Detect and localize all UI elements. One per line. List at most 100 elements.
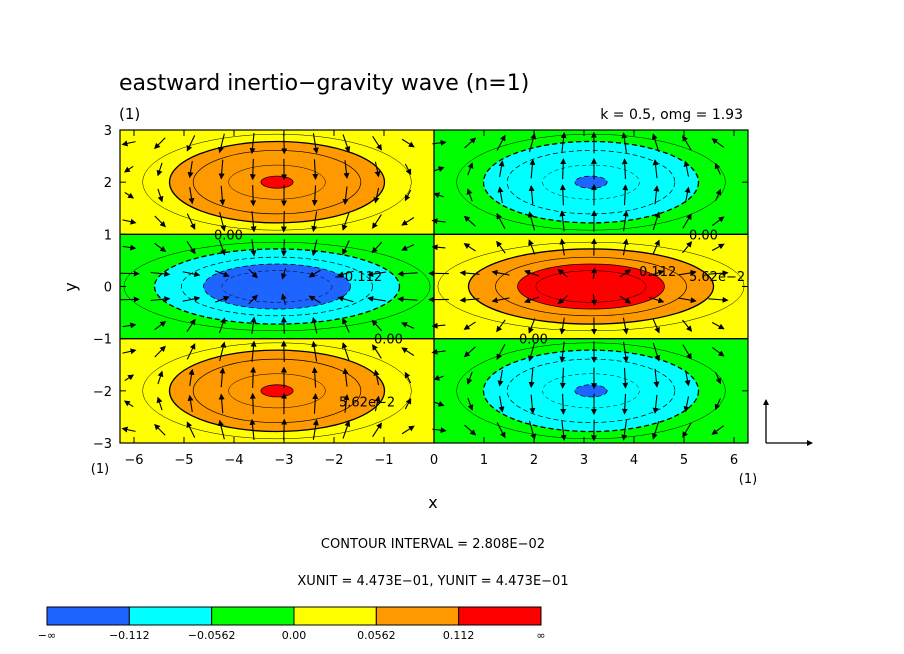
legend-swatch — [46, 606, 130, 626]
x-tick-label: −4 — [224, 453, 243, 468]
vector-arrow — [711, 243, 725, 252]
vector-arrow — [524, 269, 540, 277]
vector-arrow — [311, 366, 318, 388]
vector-arrow — [401, 347, 415, 356]
vector-arrow — [218, 159, 225, 180]
x-tick-label: 4 — [630, 453, 638, 468]
vector-arrow — [683, 160, 690, 177]
y-tick-label: 3 — [104, 124, 112, 139]
vector-arrow — [217, 133, 225, 154]
vector-arrow — [182, 271, 201, 278]
contour-label: 5.62e−2 — [339, 395, 395, 410]
vector-arrow — [154, 242, 167, 252]
vector-arrow — [154, 345, 166, 358]
vector-arrow — [341, 342, 350, 361]
vector-arrow — [124, 191, 135, 199]
vector-arrow — [367, 295, 386, 302]
vector-arrow — [467, 162, 474, 176]
vector-arrow — [280, 268, 287, 280]
vector-arrow — [433, 192, 444, 199]
vector-field — [120, 131, 729, 442]
x-tick-label: −5 — [174, 453, 193, 468]
vector-arrow — [591, 294, 598, 306]
vector-arrow — [651, 133, 660, 153]
vector-arrow — [343, 160, 350, 179]
vector-arrow — [373, 187, 380, 204]
vector-arrow — [342, 134, 351, 153]
vector-arrow — [682, 319, 693, 332]
vector-arrow — [559, 341, 566, 363]
legend-label: ∞ — [536, 629, 545, 642]
vector-arrow — [311, 340, 318, 362]
vector-arrow — [648, 296, 665, 304]
vector-arrow — [711, 321, 725, 330]
vector-arrow — [121, 140, 136, 147]
vector-arrow — [312, 393, 319, 414]
unit-text: XUNIT = 4.473E−01, YUNIT = 4.473E−01 — [297, 574, 568, 589]
vector-arrow — [652, 159, 659, 179]
vector-arrow — [311, 185, 318, 207]
y-tick-label: −3 — [93, 437, 112, 452]
contour-label: 0.00 — [689, 228, 718, 243]
vector-arrow — [496, 319, 506, 333]
vector-arrow — [432, 139, 447, 146]
vector-arrow — [249, 392, 256, 415]
vector-arrow — [312, 159, 319, 180]
y-tick-label: 0 — [104, 281, 112, 296]
vector-arrow — [342, 420, 351, 439]
contour-label: 0.00 — [374, 333, 403, 348]
vector-arrow — [157, 370, 164, 385]
vector-arrow — [621, 132, 628, 154]
vector-arrow — [154, 137, 166, 150]
vector-arrow — [308, 295, 321, 304]
legend-swatch — [128, 606, 213, 626]
vector-arrow — [528, 420, 537, 441]
contour-fill — [260, 384, 294, 398]
vector-arrow — [342, 186, 349, 206]
vector-arrow — [678, 297, 697, 304]
vector-arrow — [150, 296, 171, 303]
vector-arrow — [621, 158, 628, 180]
vector-arrow — [187, 160, 194, 179]
vector-arrow — [560, 393, 567, 415]
vector-arrow — [619, 269, 632, 278]
vector-arrow — [466, 188, 473, 202]
vector-arrow — [496, 343, 506, 361]
vector-arrow — [711, 138, 725, 148]
vector-arrow — [622, 367, 629, 389]
vector-arrow — [557, 295, 569, 305]
vector-arrow — [431, 218, 446, 225]
subtitle-right: k = 0.5, omg = 1.93 — [600, 107, 743, 123]
vector-arrow — [648, 269, 665, 277]
vector-arrow — [188, 187, 195, 205]
vector-arrow — [215, 270, 230, 278]
vector-arrow — [431, 322, 446, 329]
vector-arrow — [678, 269, 697, 276]
vector-arrow — [621, 393, 628, 415]
vector-arrow — [248, 294, 258, 305]
legend-label: 0.0562 — [357, 629, 396, 642]
plot-area — [120, 130, 748, 443]
contour-fill — [574, 384, 608, 398]
vector-arrow — [372, 344, 382, 359]
vector-arrow — [559, 238, 566, 256]
vector-arrow — [341, 212, 350, 231]
vector-arrow — [156, 162, 163, 177]
vector-arrow — [560, 419, 567, 441]
vector-arrow — [280, 239, 287, 257]
vector-arrow — [250, 211, 257, 233]
contour-line — [535, 270, 647, 303]
vector-arrow — [527, 211, 536, 231]
vector-arrow — [280, 210, 287, 233]
vector-arrow — [434, 166, 445, 172]
vector-arrow — [122, 218, 137, 225]
vector-arrow — [714, 398, 721, 411]
vector-arrow — [466, 371, 473, 385]
vector-arrow — [682, 422, 692, 438]
vector-arrow — [218, 393, 225, 414]
vector-arrow — [337, 270, 354, 278]
legend-label: −∞ — [38, 629, 56, 642]
vector-arrow — [622, 317, 629, 335]
contour-line — [228, 373, 326, 409]
